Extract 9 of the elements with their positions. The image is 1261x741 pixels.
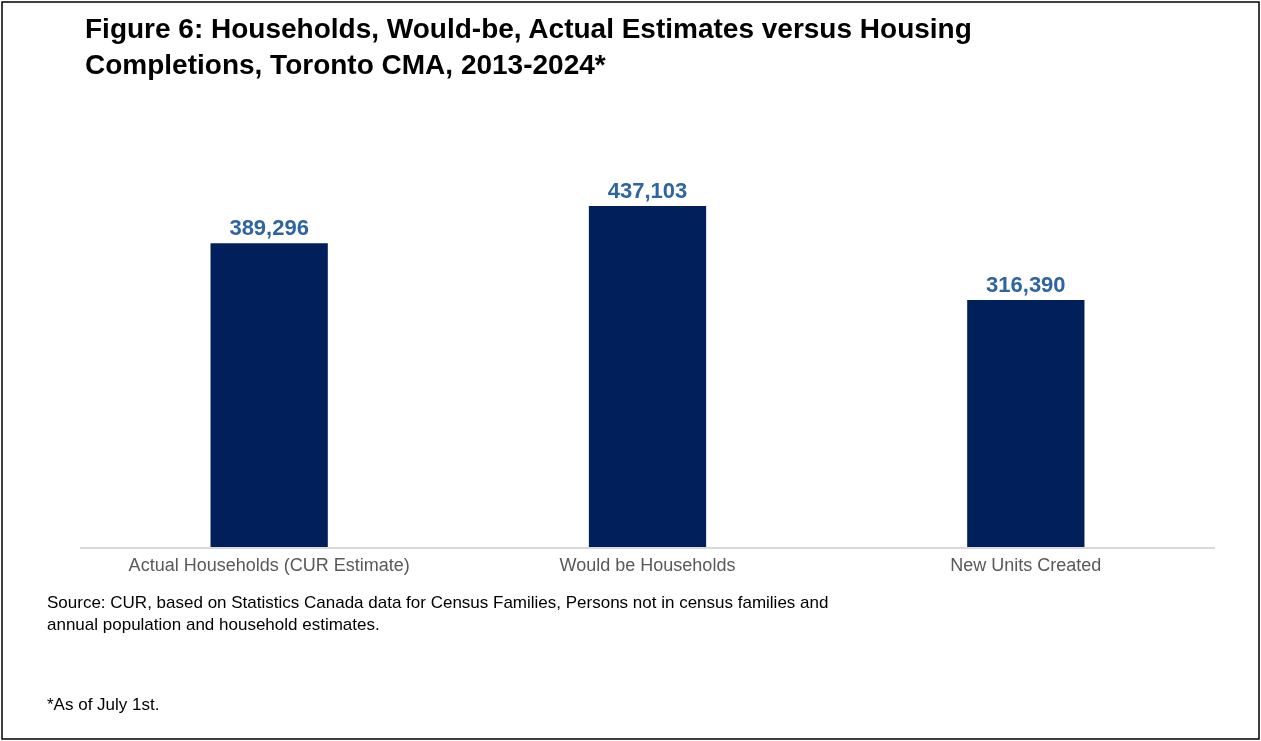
data-label: 389,296 <box>229 215 309 241</box>
text: *As of July 1st. <box>47 695 160 714</box>
source-note: Source: CUR, based on Statistics Canada data for Census Families, Persons not in census families and annual population and household estimates. <box>47 593 829 635</box>
data-label: 316,390 <box>986 272 1066 298</box>
data-label: 437,103 <box>607 177 688 203</box>
x-tick-label: Actual Households (CUR Estimate) <box>128 554 410 575</box>
x-tick-label: New Units Created <box>950 554 1102 575</box>
x-tick-label: Would be Households <box>559 554 736 575</box>
chart-title: Figure 6: Households, Would-be, Actual Estimates versus Housing Completions, Toronto CMA, 2013-2024* <box>85 13 972 81</box>
